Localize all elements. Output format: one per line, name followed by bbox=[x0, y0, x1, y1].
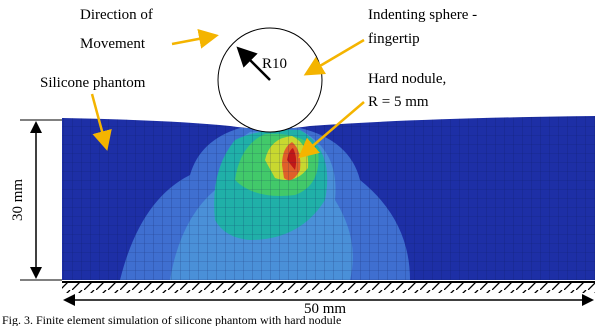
sphere-label: Indenting sphere - bbox=[368, 7, 477, 23]
sphere-label: fingertip bbox=[368, 31, 420, 47]
arrow bbox=[90, 93, 112, 151]
arrow bbox=[171, 28, 219, 49]
phantom-label: Silicone phantom bbox=[40, 75, 146, 91]
radius-arrow bbox=[236, 46, 271, 81]
direction-label: Direction of bbox=[80, 7, 153, 23]
arrow bbox=[298, 101, 365, 159]
height-label: 30 mm bbox=[10, 179, 26, 221]
width-label: 50 mm bbox=[304, 301, 346, 317]
ground-hatch bbox=[62, 283, 595, 293]
caption: Fig. 3. Finite element simulation of sil… bbox=[2, 313, 341, 326]
direction-label: Movement bbox=[80, 36, 146, 52]
nodule-label: Hard nodule, bbox=[368, 71, 446, 87]
fe-mesh bbox=[62, 116, 595, 280]
radius-label: R10 bbox=[262, 56, 287, 72]
nodule-label: R = 5 mm bbox=[368, 94, 429, 110]
arrow bbox=[303, 38, 365, 76]
